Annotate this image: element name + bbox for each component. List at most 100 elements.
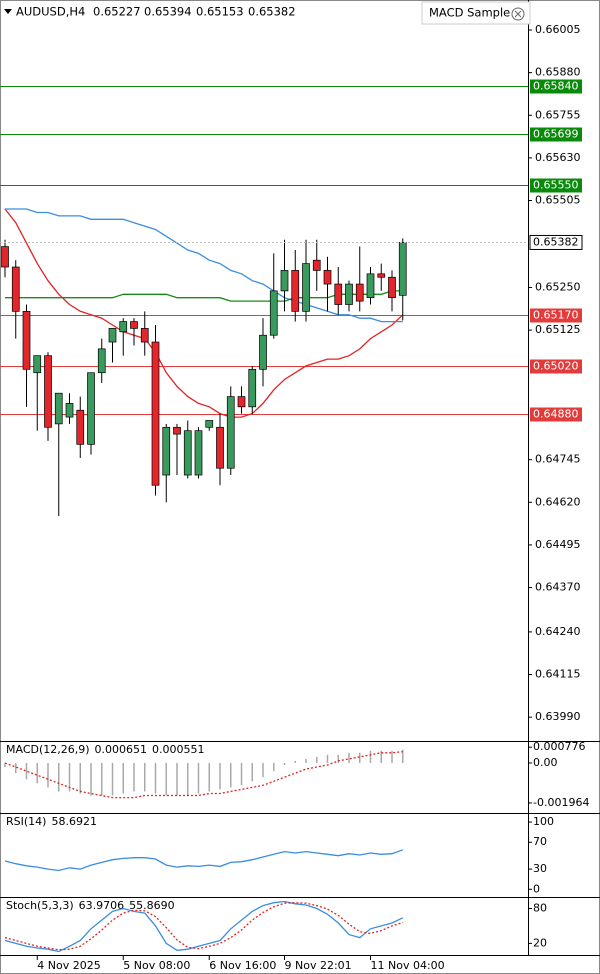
indicator-title: MACD(12,26,9) 0.000651 0.000551 <box>6 743 205 756</box>
candle-body <box>151 341 160 486</box>
candle-body <box>226 396 235 469</box>
y-tick-label: 0.65250 <box>535 280 581 293</box>
indicator-value: 63.9706 <box>79 899 125 912</box>
candle-body <box>345 283 353 305</box>
y-tick-label: 0.64115 <box>535 668 581 681</box>
expert-badge[interactable] <box>421 1 531 25</box>
y-tick-label: 30 <box>533 862 547 875</box>
indicator-value: 55.8690 <box>129 899 175 912</box>
candle-body <box>377 273 386 278</box>
x-tick-label: 11 Nov 04:00 <box>371 959 445 972</box>
y-tick-label: 0 <box>533 882 540 895</box>
level-label-box <box>530 308 582 323</box>
candle-body <box>44 355 52 428</box>
level-label-box <box>530 79 582 94</box>
indicator-value: 0.000651 <box>95 743 148 756</box>
y-tick-label: 80 <box>533 901 547 914</box>
candle-body <box>11 266 20 312</box>
ohlc-high: 0.65394 <box>144 5 192 19</box>
candle-body <box>302 263 310 312</box>
y-tick-label: 0.64240 <box>535 625 581 638</box>
y-tick-label: 0.65880 <box>535 66 581 79</box>
y-tick-label: 100 <box>533 815 554 828</box>
y-tick-label: 0.65755 <box>535 108 581 121</box>
y-tick-label: 0.00 <box>533 756 558 769</box>
y-tick-label: 0.66005 <box>535 23 581 36</box>
candle-body <box>388 276 396 299</box>
indicator-title: RSI(14) 58.6921 <box>6 815 97 828</box>
candle-body <box>194 430 203 476</box>
candle-body <box>76 409 85 445</box>
candle-body <box>33 355 42 374</box>
candle-body <box>248 368 257 408</box>
candle-body <box>54 392 63 425</box>
level-label-box <box>530 127 582 142</box>
candle-body <box>323 270 332 285</box>
level-label: 0.65840 <box>533 80 579 93</box>
candle-body <box>22 310 31 370</box>
candle-body <box>398 242 407 296</box>
candle-body <box>334 283 343 305</box>
symbol-title: AUDUSD,H4 <box>16 5 85 19</box>
x-tick-label: 4 Nov 2025 <box>37 959 100 972</box>
level-label: 0.65170 <box>533 309 579 322</box>
indicator-line <box>4 751 403 799</box>
y-tick-label: 0.65505 <box>535 194 581 207</box>
level-label-box <box>530 178 582 193</box>
candle-body <box>291 270 300 312</box>
candle-body <box>216 426 224 469</box>
expert-icon[interactable] <box>511 7 525 21</box>
y-tick-label: 0.64370 <box>535 581 581 594</box>
candle-body <box>87 372 95 445</box>
indicator-line <box>4 900 404 953</box>
current-price-label: 0.65382 <box>533 235 579 248</box>
candle-body <box>162 426 171 476</box>
indicator-title: Stoch(5,3,3) 63.9706 55.8690 <box>6 899 175 912</box>
candle-body <box>119 321 128 333</box>
candle-body <box>312 259 321 271</box>
candle-body <box>97 348 106 374</box>
indicator-name: MACD(12,26,9) <box>6 743 90 756</box>
indicator-line <box>5 208 403 323</box>
candle-body <box>259 334 267 370</box>
ohlc-close: 0.65382 <box>248 5 296 19</box>
candle-body <box>108 328 117 343</box>
candle-body <box>280 270 289 292</box>
indicator-name: RSI(14) <box>6 815 46 828</box>
level-label: 0.64880 <box>533 408 579 421</box>
candle-body <box>269 290 278 336</box>
indicator-value: 58.6921 <box>51 815 97 828</box>
y-tick-label: 70 <box>533 835 547 848</box>
x-tick-label: 5 Nov 08:00 <box>123 959 190 972</box>
y-tick-label: 0.64620 <box>535 495 581 508</box>
candle-body <box>65 403 74 418</box>
y-tick-label: 0.64745 <box>535 453 581 466</box>
y-tick-label: 0.000776 <box>533 740 586 753</box>
indicator-value: 0.000551 <box>152 743 205 756</box>
candle-body <box>1 246 9 268</box>
ohlc-open: 0.65227 <box>93 5 141 19</box>
ohlc-low: 0.65153 <box>196 5 244 19</box>
candle-body <box>140 328 149 343</box>
symbol-menu-arrow[interactable] <box>4 9 12 14</box>
candle-body <box>130 321 138 329</box>
indicator-line <box>4 208 404 418</box>
level-label: 0.65699 <box>533 128 579 141</box>
candle-body <box>355 283 364 302</box>
y-tick-label: 0.65630 <box>535 151 581 164</box>
x-tick-label: 6 Nov 16:00 <box>209 959 276 972</box>
expert-name: MACD Sample <box>429 6 510 20</box>
candle-body <box>183 430 192 476</box>
x-tick-label: 9 Nov 22:01 <box>285 959 352 972</box>
y-tick-label: 0.63990 <box>535 710 581 723</box>
y-tick-label: 0.64495 <box>535 538 581 551</box>
indicator-line <box>4 849 404 872</box>
indicator-name: Stoch(5,3,3) <box>6 899 74 912</box>
level-label: 0.65550 <box>533 179 579 192</box>
candle-body <box>173 426 181 435</box>
level-label-box <box>530 407 582 422</box>
candle-body <box>237 396 246 408</box>
level-label-box <box>530 359 582 374</box>
candle-body <box>205 420 214 428</box>
